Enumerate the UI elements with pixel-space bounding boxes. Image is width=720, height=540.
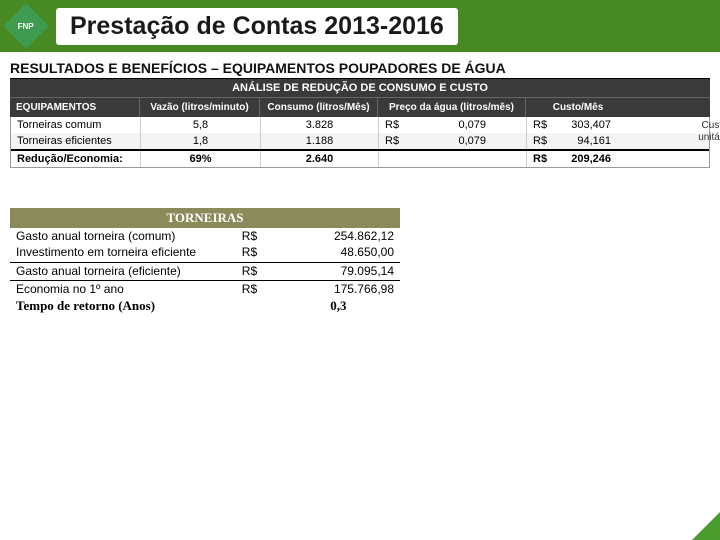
cell-price [379, 151, 527, 167]
side-note-line: unitários [698, 132, 720, 144]
cell-cost: R$209,246 [527, 151, 631, 167]
cell-currency: R$ [236, 244, 277, 260]
logo-diamond: FNP [3, 3, 48, 48]
cell-currency: R$ [236, 262, 277, 279]
cell-label: Tempo de retorno (Anos) [10, 297, 236, 315]
cell-price: R$0,079 [379, 117, 527, 133]
table-row-footer: Redução/Economia: 69% 2.640 R$209,246 [11, 149, 709, 167]
side-note-line: Custos [698, 120, 720, 132]
header-bar: FNP Prestação de Contas 2013-2016 [0, 0, 720, 52]
cell-equip: Torneiras eficientes [11, 133, 141, 149]
cell-label: Investimento em torneira eficiente [10, 244, 236, 260]
cell-label: Gasto anual torneira (eficiente) [10, 262, 236, 279]
corner-arrow-icon [692, 512, 720, 540]
cell-value: 175.766,98 [277, 281, 400, 298]
table-row-footer: Tempo de retorno (Anos) 0,3 [10, 297, 400, 315]
faucet-table: Gasto anual torneira (comum) R$ 254.862,… [10, 228, 400, 315]
table-row: Gasto anual torneira (eficiente) R$ 79.0… [10, 262, 400, 279]
cell-label: Gasto anual torneira (comum) [10, 228, 236, 244]
cell-equip: Torneiras comum [11, 117, 141, 133]
cell-flow: 5,8 [141, 117, 261, 133]
cell-price: R$0,079 [379, 133, 527, 149]
page-title: Prestação de Contas 2013-2016 [56, 8, 458, 45]
cell-consumption: 3.828 [261, 117, 379, 133]
analysis-table-title: ANÁLISE DE REDUÇÃO DE CONSUMO E CUSTO [10, 78, 710, 97]
cell-label: Redução/Economia: [11, 151, 141, 167]
table-row: Economia no 1º ano R$ 175.766,98 [10, 281, 400, 298]
col-equipamentos: EQUIPAMENTOS [10, 98, 140, 117]
logo-text: FNP [18, 22, 34, 31]
analysis-table-body: Torneiras comum 5,8 3.828 R$0,079 R$303,… [10, 117, 710, 168]
table-row: Investimento em torneira eficiente R$ 48… [10, 244, 400, 260]
cell-currency: R$ [236, 281, 277, 298]
table-row: Gasto anual torneira (comum) R$ 254.862,… [10, 228, 400, 244]
side-note: Custos unitários [698, 120, 720, 144]
table-row: Torneiras eficientes 1,8 1.188 R$0,079 R… [11, 133, 709, 149]
col-vazao: Vazão (litros/minuto) [140, 98, 260, 117]
cell-value: 48.650,00 [277, 244, 400, 260]
col-consumo: Consumo (litros/Mês) [260, 98, 378, 117]
cell-currency [236, 297, 277, 315]
cell-consumption: 2.640 [261, 151, 379, 167]
cell-value: 79.095,14 [277, 262, 400, 279]
cell-flow: 69% [141, 151, 261, 167]
cell-value: 254.862,12 [277, 228, 400, 244]
cell-currency: R$ [236, 228, 277, 244]
faucet-table-wrap: TORNEIRAS Gasto anual torneira (comum) R… [0, 208, 400, 315]
analysis-table-wrap: ANÁLISE DE REDUÇÃO DE CONSUMO E CUSTO EQ… [0, 78, 720, 168]
cell-value: 0,3 [277, 297, 400, 315]
cell-label: Economia no 1º ano [10, 281, 236, 298]
cell-cost: R$303,407 [527, 117, 631, 133]
faucet-table-title: TORNEIRAS [10, 208, 400, 228]
cell-cost: R$94,161 [527, 133, 631, 149]
table-row: Torneiras comum 5,8 3.828 R$0,079 R$303,… [11, 117, 709, 133]
cell-consumption: 1.188 [261, 133, 379, 149]
analysis-table-header: EQUIPAMENTOS Vazão (litros/minuto) Consu… [10, 97, 710, 117]
col-custo: Custo/Mês [526, 98, 630, 117]
section-subtitle: RESULTADOS E BENEFÍCIOS – EQUIPAMENTOS P… [0, 52, 720, 78]
col-preco: Preço da água (litros/mês) [378, 98, 526, 117]
cell-flow: 1,8 [141, 133, 261, 149]
